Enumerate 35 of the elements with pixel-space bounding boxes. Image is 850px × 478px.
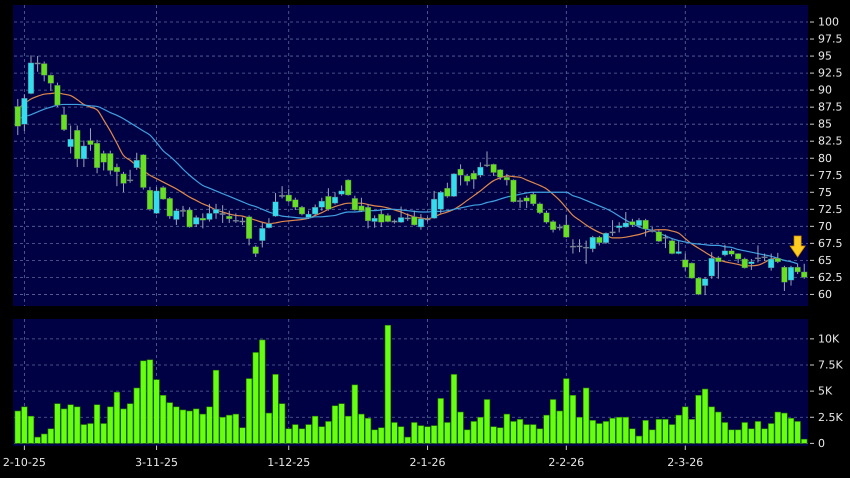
y-tick-label: 77.5 [818,168,842,182]
y-tick-label: 70 [818,220,832,233]
y-tick-label: 62.5 [818,270,842,284]
x-tick-label: 1-12-25 [267,456,310,469]
y-tick-label: 67.5 [818,236,842,250]
y-tick-label: 87.5 [818,100,842,114]
y-tick-label: 10K [818,332,840,346]
y-tick-label: 65 [818,254,832,267]
candlestick [266,218,272,229]
y-tick-label: 82.5 [818,134,842,148]
x-tick-label: 2-2-26 [548,456,584,469]
y-tick-label: 80 [818,152,832,165]
y-tick-label: 5K [818,384,833,398]
y-tick-label: 92.5 [818,66,842,80]
candlestick [259,222,266,248]
y-tick-label: 72.5 [818,202,842,216]
y-tick-label: 100 [818,16,839,29]
x-tick-label: 2-10-25 [2,456,46,469]
x-tick-label: 2-1-26 [410,456,446,469]
y-tick-label: 0 [818,436,825,450]
y-tick-label: 85 [818,118,832,131]
candlestick [54,82,60,108]
candlestick [226,210,232,224]
y-tick-label: 7.5K [818,358,844,372]
x-tick-label: 2-3-26 [667,456,704,469]
candlestick [60,106,68,132]
y-tick-label: 75 [818,186,832,199]
y-tick-label: 95 [818,50,832,63]
y-tick-label: 60 [818,288,832,301]
y-tick-label: 90 [818,84,832,97]
y-tick-label: 97.5 [818,32,842,46]
candlestick [252,244,259,258]
x-tick-label: 3-11-25 [135,456,178,469]
candlestick [272,192,279,218]
y-tick-label: 2.5K [818,410,844,424]
